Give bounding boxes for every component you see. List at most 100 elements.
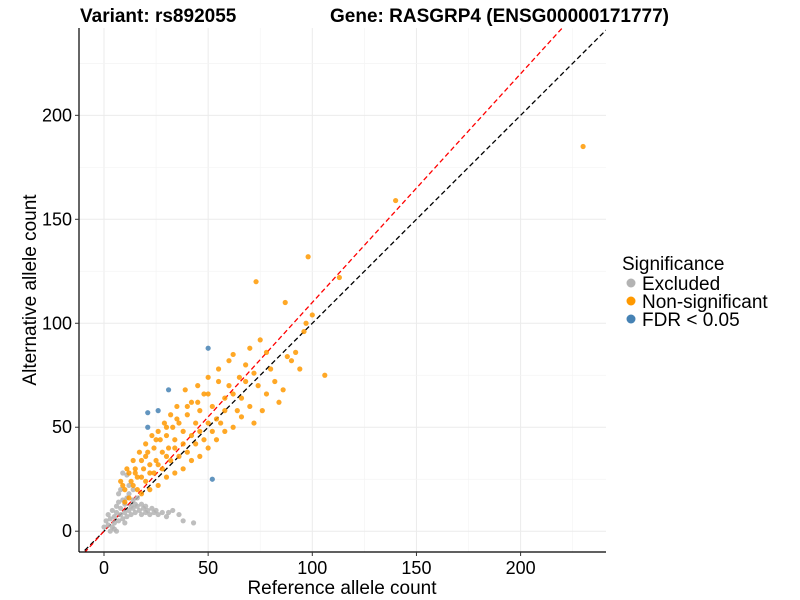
point-excluded [176,511,182,518]
legend-key [626,296,636,306]
point-fdr-0-05 [145,424,151,430]
point-non-significant [243,362,249,368]
point-excluded [120,516,126,522]
point-non-significant [118,478,124,484]
point-non-significant [222,408,228,414]
point-excluded [124,514,130,520]
point-fdr-0-05 [165,387,172,393]
point-non-significant [297,366,303,372]
point-non-significant [251,420,257,426]
point-non-significant [322,372,328,378]
point-excluded [113,503,120,509]
point-non-significant [143,441,149,447]
point-non-significant [188,399,195,405]
point-non-significant [205,420,211,426]
point-non-significant [122,487,128,493]
point-non-significant [393,197,399,204]
point-excluded [113,509,120,516]
point-non-significant [336,274,342,281]
point-non-significant [209,428,215,434]
point-non-significant [255,383,261,389]
point-non-significant [120,482,126,489]
point-excluded [180,518,186,524]
point-non-significant [134,474,140,480]
point-non-significant [145,449,151,455]
point-non-significant [155,482,161,489]
point-non-significant [284,353,290,360]
point-excluded [165,509,172,516]
legend-key [626,314,636,324]
point-non-significant [136,449,143,455]
point-non-significant [182,387,188,393]
point-non-significant [132,470,138,476]
point-excluded [134,503,140,509]
point-excluded [105,522,111,528]
point-non-significant [301,328,307,335]
point-non-significant [163,474,170,480]
point-excluded [111,520,118,526]
point-non-significant [180,441,186,447]
point-excluded [107,528,113,534]
point-non-significant [180,466,186,472]
point-non-significant [268,366,274,372]
point-non-significant [238,414,245,420]
point-non-significant [147,462,153,468]
point-excluded [130,505,136,511]
point-non-significant [163,432,170,439]
point-excluded [138,511,145,518]
chart-title-gene: Gene: RASGRP4 (ENSG00000171777) [330,6,669,27]
point-excluded [122,520,128,526]
point-non-significant [293,349,299,355]
point-non-significant [193,420,199,426]
point-non-significant [213,416,220,422]
point-non-significant [138,457,145,464]
point-non-significant [138,474,145,480]
point-non-significant [215,366,222,372]
point-non-significant [155,428,161,434]
point-non-significant [151,445,157,451]
point-non-significant [218,420,224,426]
data-points [101,143,586,534]
point-non-significant [257,337,263,343]
point-non-significant [157,437,163,443]
point-non-significant [172,437,178,443]
point-non-significant [130,457,136,464]
point-non-significant [213,437,220,443]
legend-label: Excluded [642,274,720,295]
point-non-significant [236,374,242,380]
point-non-significant [124,466,130,472]
point-non-significant [149,432,155,439]
legend-label: FDR < 0.05 [642,310,740,331]
point-excluded [126,482,132,489]
point-non-significant [172,445,178,451]
point-non-significant [138,491,145,497]
point-excluded [105,511,111,518]
point-non-significant [263,391,270,397]
point-excluded [145,507,151,514]
x-tick-label: 50 [198,558,218,578]
point-non-significant [272,378,278,385]
legend-title: Significance [622,254,724,275]
point-excluded [126,491,132,497]
point-non-significant [230,351,236,358]
point-non-significant [134,487,140,493]
point-non-significant [184,412,190,418]
point-non-significant [174,403,180,410]
y-tick-label: 0 [62,521,72,541]
point-excluded [115,518,122,524]
chart-title-variant: Variant: rs892055 [80,6,237,27]
point-non-significant [168,412,174,418]
point-non-significant [305,254,311,260]
point-fdr-0-05 [205,345,211,351]
point-non-significant [143,478,149,484]
point-non-significant [176,420,182,426]
point-excluded [103,518,109,524]
point-non-significant [253,279,259,285]
point-non-significant [263,349,270,355]
legend-key [626,278,636,288]
point-non-significant [184,449,190,455]
y-axis-label: Alternative allele count [20,194,41,386]
x-tick-label: 0 [99,558,109,578]
reference-line-2 [84,28,564,552]
